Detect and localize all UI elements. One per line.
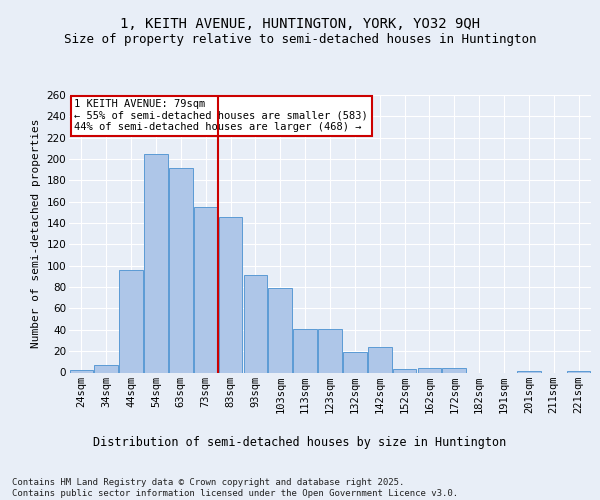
Bar [318, 328, 342, 372]
Bar [393, 370, 416, 372]
Bar [70, 370, 93, 372]
Bar [169, 168, 193, 372]
Bar [144, 154, 168, 372]
Bar [268, 288, 292, 372]
Text: 1, KEITH AVENUE, HUNTINGTON, YORK, YO32 9QH: 1, KEITH AVENUE, HUNTINGTON, YORK, YO32 … [120, 18, 480, 32]
Bar [119, 270, 143, 372]
Text: Size of property relative to semi-detached houses in Huntington: Size of property relative to semi-detach… [64, 32, 536, 46]
Bar [442, 368, 466, 372]
Bar [418, 368, 441, 372]
Y-axis label: Number of semi-detached properties: Number of semi-detached properties [31, 119, 41, 348]
Bar [368, 347, 392, 372]
Bar [94, 365, 118, 372]
Text: Contains HM Land Registry data © Crown copyright and database right 2025.
Contai: Contains HM Land Registry data © Crown c… [12, 478, 458, 498]
Bar [244, 276, 267, 372]
Bar [343, 352, 367, 372]
Bar [219, 216, 242, 372]
Bar [194, 207, 218, 372]
Bar [293, 328, 317, 372]
Text: 1 KEITH AVENUE: 79sqm
← 55% of semi-detached houses are smaller (583)
44% of sem: 1 KEITH AVENUE: 79sqm ← 55% of semi-deta… [74, 99, 368, 132]
Text: Distribution of semi-detached houses by size in Huntington: Distribution of semi-detached houses by … [94, 436, 506, 449]
